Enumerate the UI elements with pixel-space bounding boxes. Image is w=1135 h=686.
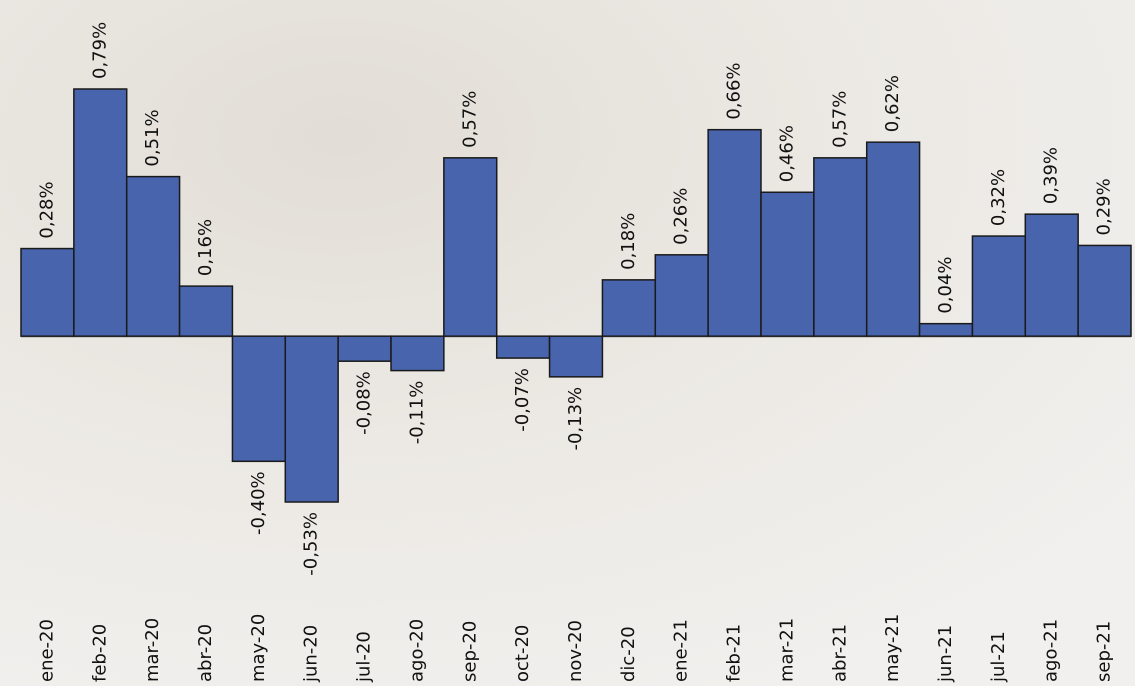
bar — [127, 177, 180, 337]
bar — [74, 89, 127, 336]
bar — [814, 158, 867, 336]
x-tick-label: oct-20 — [512, 625, 533, 682]
value-label: 0,32% — [988, 169, 1009, 226]
x-tick-label: ene-20 — [36, 619, 57, 682]
bar — [1025, 214, 1078, 336]
x-tick-label: dic-20 — [618, 626, 639, 682]
bar — [708, 130, 761, 337]
value-label: 0,57% — [829, 91, 850, 148]
value-label: 0,16% — [195, 219, 216, 276]
value-label: -0,08% — [354, 371, 375, 435]
bar — [285, 336, 338, 502]
bar — [920, 324, 973, 337]
x-tick-label: jun-21 — [935, 625, 956, 683]
bar — [391, 336, 444, 370]
x-tick-label: sep-21 — [1094, 621, 1115, 682]
value-label: 0,04% — [935, 256, 956, 313]
value-label: 0,62% — [882, 75, 903, 132]
x-tick-label: may-20 — [248, 614, 269, 682]
value-label: 0,79% — [89, 22, 110, 79]
value-label: 0,29% — [1094, 178, 1115, 235]
value-label: -0,40% — [248, 471, 269, 535]
x-tick-label: may-21 — [882, 614, 903, 682]
value-label: -0,53% — [301, 512, 322, 576]
value-label: 0,46% — [776, 125, 797, 182]
x-tick-label: jun-20 — [301, 625, 322, 683]
value-label: 0,26% — [671, 188, 692, 245]
value-label: -0,11% — [406, 381, 427, 445]
value-label: 0,39% — [1041, 147, 1062, 204]
bar — [655, 255, 708, 336]
x-tick-label: jul-20 — [354, 631, 375, 683]
value-label: 0,18% — [618, 213, 639, 270]
x-tick-label: ago-21 — [1041, 619, 1062, 682]
x-tick-label: sep-20 — [459, 621, 480, 682]
chart: 0,28% ene-20 0,79% feb-20 0,51% mar-20 0,16% ab… — [0, 0, 1135, 686]
x-tick-label: ene-21 — [671, 619, 692, 682]
bar — [1078, 245, 1131, 336]
value-label: -0,07% — [512, 368, 533, 432]
value-label: 0,57% — [459, 91, 480, 148]
x-tick-label: mar-21 — [776, 618, 797, 682]
value-label: 0,51% — [142, 109, 163, 166]
bar — [550, 336, 603, 377]
x-tick-label: nov-20 — [565, 620, 586, 682]
bar — [867, 142, 920, 336]
x-tick-label: ago-20 — [406, 619, 427, 682]
value-label: 0,28% — [36, 181, 57, 238]
bar — [232, 336, 285, 461]
x-tick-label: feb-20 — [89, 624, 110, 682]
bar — [444, 158, 497, 336]
x-tick-label: abr-21 — [829, 624, 850, 682]
bar — [972, 236, 1025, 336]
x-tick-label: abr-20 — [195, 624, 216, 682]
bar — [497, 336, 550, 358]
bar — [338, 336, 391, 361]
bar — [180, 286, 233, 336]
x-tick-label: jul-21 — [988, 631, 1009, 683]
page: {"chart_data": {"type": "bar", "categori… — [0, 0, 1135, 686]
value-label: -0,13% — [565, 387, 586, 451]
bar — [761, 192, 814, 336]
x-tick-label: mar-20 — [142, 618, 163, 682]
bar — [602, 280, 655, 336]
x-tick-label: feb-21 — [724, 624, 745, 682]
bar — [21, 249, 74, 337]
value-label: 0,66% — [724, 62, 745, 119]
